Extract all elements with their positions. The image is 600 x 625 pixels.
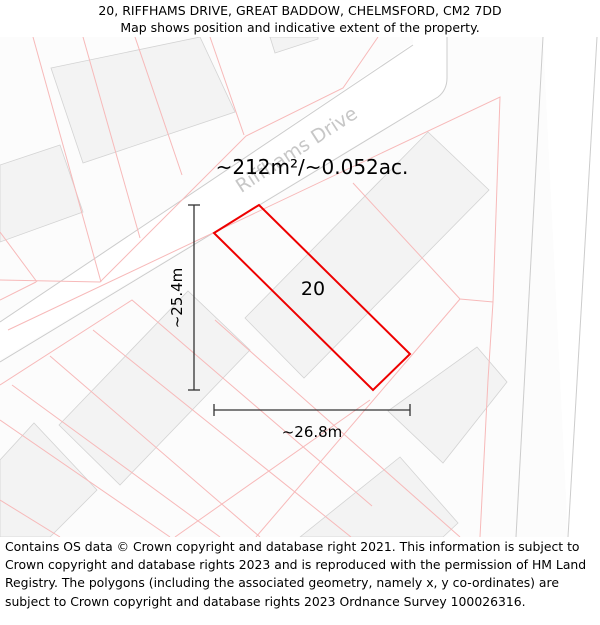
width-measure-label: ~26.8m: [282, 423, 343, 441]
property-outline[interactable]: [212, 203, 412, 392]
plot-number: 20: [301, 278, 325, 300]
height-measure-label: ~25.4m: [168, 268, 186, 329]
height-measure-line: [188, 204, 200, 391]
road-edge: [0, 37, 448, 363]
property-map[interactable]: Riffhams Drive ~212m²/~0.052ac. 20 ~25.4…: [0, 37, 600, 537]
parcel-boundaries: [0, 37, 501, 537]
riffhams-drive-road: [0, 37, 448, 360]
area-label: ~212m²/~0.052ac.: [216, 155, 409, 179]
road-edge: [567, 37, 598, 537]
map-subtitle: Map shows position and indicative extent…: [120, 20, 480, 35]
copyright-notice: Contains OS data © Crown copyright and d…: [5, 539, 587, 609]
property-address: 20, RIFFHAMS DRIVE, GREAT BADDOW, CHELMS…: [98, 3, 502, 18]
side-road: [543, 37, 600, 537]
width-measure-line: [213, 404, 411, 416]
road-edge: [0, 44, 414, 323]
map-header: 20, RIFFHAMS DRIVE, GREAT BADDOW, CHELMS…: [0, 0, 600, 37]
road-edge: [515, 37, 544, 537]
buildings: [0, 37, 508, 537]
